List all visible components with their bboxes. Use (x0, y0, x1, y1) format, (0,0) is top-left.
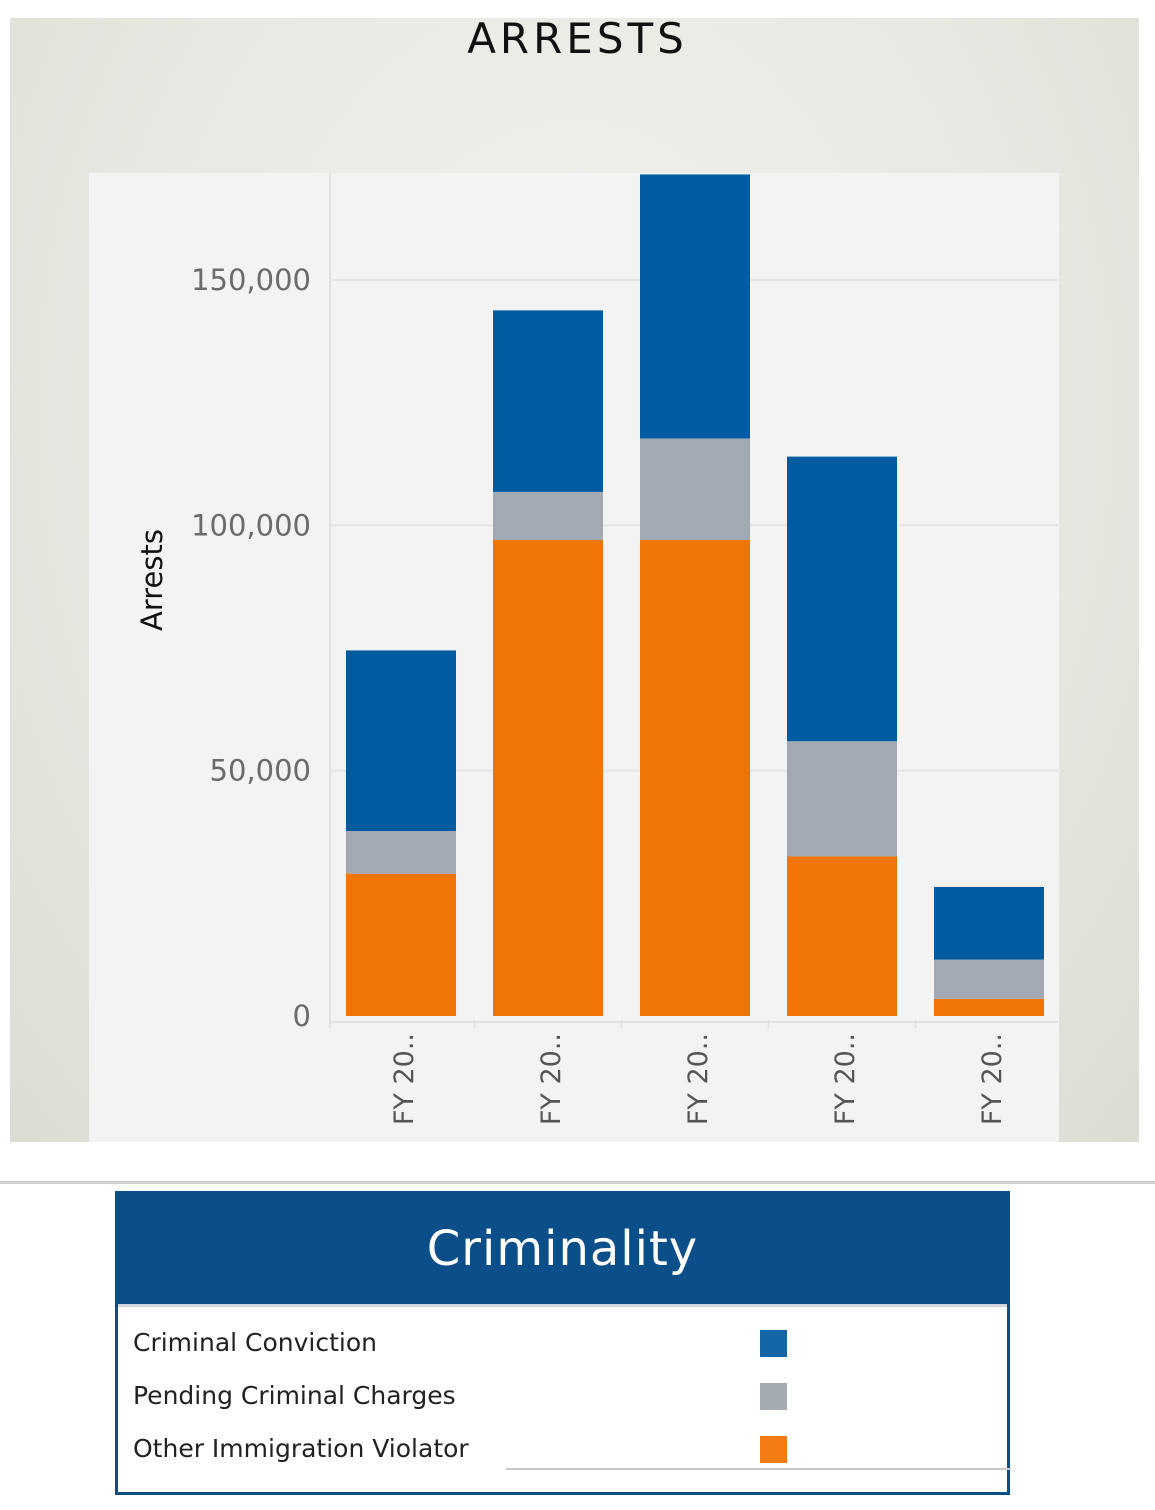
bar-segment[interactable] (934, 959, 1044, 999)
bar-segment[interactable] (934, 998, 1044, 1016)
bar-segment[interactable] (493, 310, 603, 492)
legend-swatch (760, 1436, 787, 1463)
bar-segment[interactable] (787, 456, 897, 742)
x-tick-label: FY 20.. (830, 1033, 861, 1125)
x-tick-label: FY 20.. (536, 1033, 567, 1125)
y-tick-label: 100,000 (191, 508, 311, 542)
legend-divider (506, 1468, 1011, 1470)
chart-title: ARRESTS (467, 14, 688, 63)
legend-label: Criminal Conviction (133, 1328, 378, 1357)
bar-segment[interactable] (787, 856, 897, 1016)
legend-title: Criminality (118, 1194, 1007, 1307)
bar-segment[interactable] (787, 741, 897, 857)
bar-segment[interactable] (346, 650, 456, 832)
bar-segment[interactable] (640, 438, 750, 541)
y-tick-label: 150,000 (191, 263, 311, 297)
legend-box: Criminality Criminal Conviction Pending … (115, 1191, 1011, 1495)
bar-segment[interactable] (346, 831, 456, 874)
legend-item[interactable]: Other Immigration Violator (133, 1429, 993, 1469)
bar-segment[interactable] (640, 174, 750, 439)
legend-label: Pending Criminal Charges (133, 1381, 456, 1410)
x-tick-label: FY 20.. (683, 1033, 714, 1125)
bar-segment[interactable] (640, 540, 750, 1016)
legend-item[interactable]: Pending Criminal Charges (133, 1376, 993, 1416)
arrests-chart: 0 50,000 100,000 150,000 Arrests FY 20.. FY 20… (89, 173, 1064, 1142)
y-axis-title: Arrests (135, 529, 169, 631)
bar-segment[interactable] (493, 540, 603, 1016)
x-tick-label: FY 20.. (977, 1033, 1008, 1125)
y-tick-label: 0 (293, 999, 311, 1033)
legend-swatch (760, 1383, 787, 1410)
bar-segment[interactable] (493, 491, 603, 541)
bar-segment[interactable] (934, 886, 1044, 960)
legend-item[interactable]: Criminal Conviction (133, 1323, 993, 1363)
bar-segment[interactable] (346, 873, 456, 1016)
legend-label: Other Immigration Violator (133, 1434, 469, 1463)
x-tick-label: FY 20.. (389, 1033, 420, 1125)
section-divider (0, 1181, 1155, 1184)
legend-swatch (760, 1330, 787, 1357)
y-tick-label: 50,000 (210, 754, 311, 788)
